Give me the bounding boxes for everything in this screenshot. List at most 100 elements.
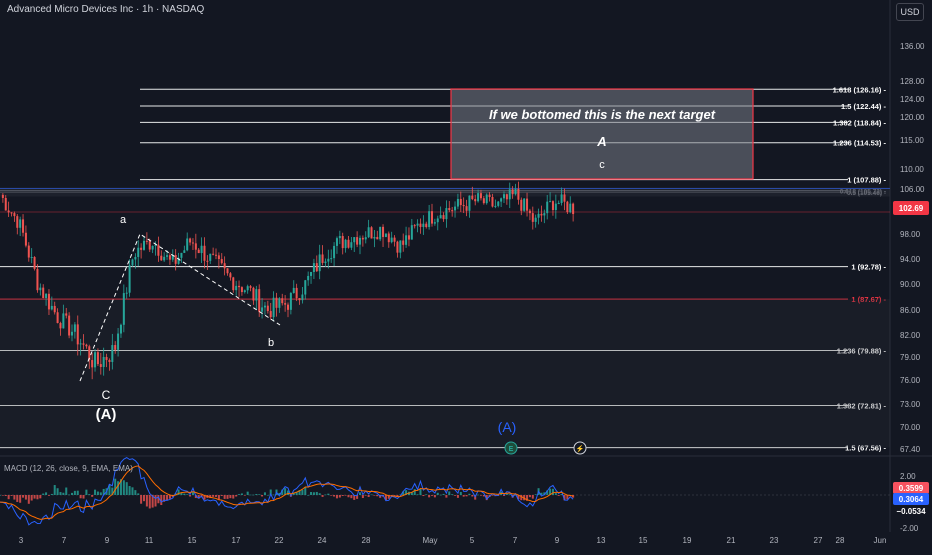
macd-histogram-bar [10,495,13,496]
macd-histogram-bar [263,492,266,495]
fib-label: 1.236 (114.53) - [833,139,886,148]
macd-histogram-bar [117,481,120,495]
macd-histogram-bar [301,489,304,495]
macd-histogram-bar [163,495,166,502]
macd-histogram-bar [324,494,327,496]
price-tick: 70.00 [900,423,921,432]
target-box[interactable] [450,88,754,180]
time-tick: Jun [874,536,887,545]
candle [330,258,333,260]
macd-histogram-bar [108,484,111,495]
candle [405,235,408,245]
macd-histogram-bar [364,495,367,496]
macd-value: −0.0534 [896,507,926,516]
macd-histogram-bar [439,494,442,496]
price-tick: 86.00 [900,306,921,315]
candle [88,346,91,361]
currency-button[interactable]: USD [896,3,924,21]
macd-histogram-bar [281,489,284,495]
macd-histogram-bar [191,492,194,495]
wave-label-a: a [120,214,127,226]
candle [546,201,549,214]
macd-histogram-bar [560,494,563,495]
macd-histogram-bar [413,489,416,495]
macd-histogram-bar [65,487,68,495]
candle [114,345,117,350]
macd-value: 0.3599 [899,484,924,493]
candle [263,305,266,308]
candle [353,237,356,243]
macd-histogram-bar [212,495,215,497]
candle [180,252,183,258]
chart-title: Advanced Micro Devices Inc · 1h · NASDAQ [7,4,205,15]
candle [289,292,292,310]
time-tick: 11 [145,536,154,545]
macd-histogram-bar [393,495,396,496]
macd-histogram-bar [261,495,264,497]
candle [505,194,508,200]
macd-histogram-bar [27,495,30,504]
macd-histogram-bar [405,490,408,495]
candle [520,199,523,211]
macd-histogram-bar [419,488,422,495]
candle [203,245,206,261]
macd-histogram-bar [255,494,258,495]
price-tick: 94.00 [900,255,921,264]
candle [454,206,457,211]
level-band [0,187,890,197]
candle [327,258,330,262]
candle [226,268,229,274]
time-tick: 3 [19,536,24,545]
macd-histogram-bar [367,495,370,498]
candle [33,257,36,269]
time-tick: 28 [362,536,371,545]
candle [304,280,307,295]
candle [39,287,42,291]
macd-histogram-bar [154,495,157,507]
macd-histogram-bar [70,492,74,495]
candle [387,233,390,243]
candle [261,307,264,312]
macd-histogram-bar [73,490,76,495]
candle [117,333,120,350]
candle [333,245,336,259]
candle [200,245,203,254]
candle [514,188,517,195]
macd-histogram-bar [442,493,445,495]
candle [422,223,425,227]
candle [246,286,249,291]
candle [551,201,554,211]
macd-histogram-bar [36,495,39,500]
macd-histogram-bar [119,479,122,495]
macd-histogram-bar [376,495,379,497]
macd-histogram-bar [56,488,59,495]
time-tick: 7 [62,536,67,545]
macd-histogram-bar [4,495,7,497]
candle [292,287,295,293]
candle [27,245,30,258]
price-pane[interactable] [0,0,890,455]
candle [456,198,459,207]
candle [566,201,569,213]
candle [1,194,4,198]
macd-histogram-bar [197,495,200,499]
candle [96,352,99,365]
candle [243,290,246,293]
candle [485,194,488,204]
candle [393,237,396,242]
candle [47,293,50,310]
macd-histogram-bar [451,494,454,495]
macd-histogram-bar [223,495,226,499]
candle [500,198,503,202]
earnings-icon[interactable] [504,441,518,455]
candle [102,356,105,367]
lightning-icon[interactable] [573,441,587,455]
candle [252,287,255,301]
candle [350,242,353,248]
candle [91,360,94,368]
macd-histogram-bar [62,492,65,495]
candle [42,287,45,299]
wave-label-b: b [268,337,274,349]
